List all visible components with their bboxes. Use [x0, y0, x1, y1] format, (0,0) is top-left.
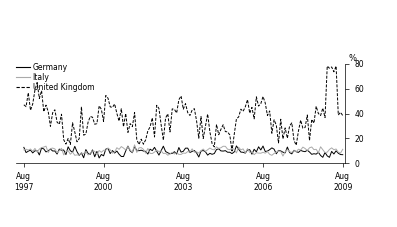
Line: United Kingdom: United Kingdom: [24, 66, 343, 151]
Italy: [24, 148, 29, 151]
Italy: [208, 147, 212, 149]
United Kingdom: [37, 97, 42, 100]
Germany: [97, 157, 102, 159]
Italy: [281, 155, 285, 157]
Italy: [37, 148, 42, 151]
Italy: [274, 151, 279, 153]
Germany: [21, 146, 26, 149]
United Kingdom: [265, 114, 270, 117]
Italy: [340, 148, 345, 151]
United Kingdom: [205, 113, 210, 115]
Germany: [323, 151, 328, 154]
Italy: [265, 150, 270, 153]
Line: Italy: Italy: [24, 145, 343, 156]
United Kingdom: [325, 65, 330, 67]
United Kingdom: [229, 150, 234, 152]
United Kingdom: [340, 114, 345, 117]
Text: %: %: [349, 54, 357, 63]
United Kingdom: [274, 124, 279, 126]
Germany: [24, 151, 29, 154]
Germany: [267, 148, 272, 151]
Germany: [37, 154, 42, 156]
Germany: [340, 153, 345, 156]
United Kingdom: [320, 107, 325, 109]
Germany: [276, 149, 281, 152]
Italy: [323, 151, 328, 154]
Germany: [234, 145, 239, 147]
Italy: [21, 148, 26, 151]
Germany: [208, 152, 212, 155]
Italy: [132, 143, 137, 146]
Line: Germany: Germany: [24, 146, 343, 158]
United Kingdom: [24, 105, 29, 108]
Legend: Germany, Italy, United Kingdom: Germany, Italy, United Kingdom: [16, 63, 94, 92]
United Kingdom: [21, 104, 26, 106]
